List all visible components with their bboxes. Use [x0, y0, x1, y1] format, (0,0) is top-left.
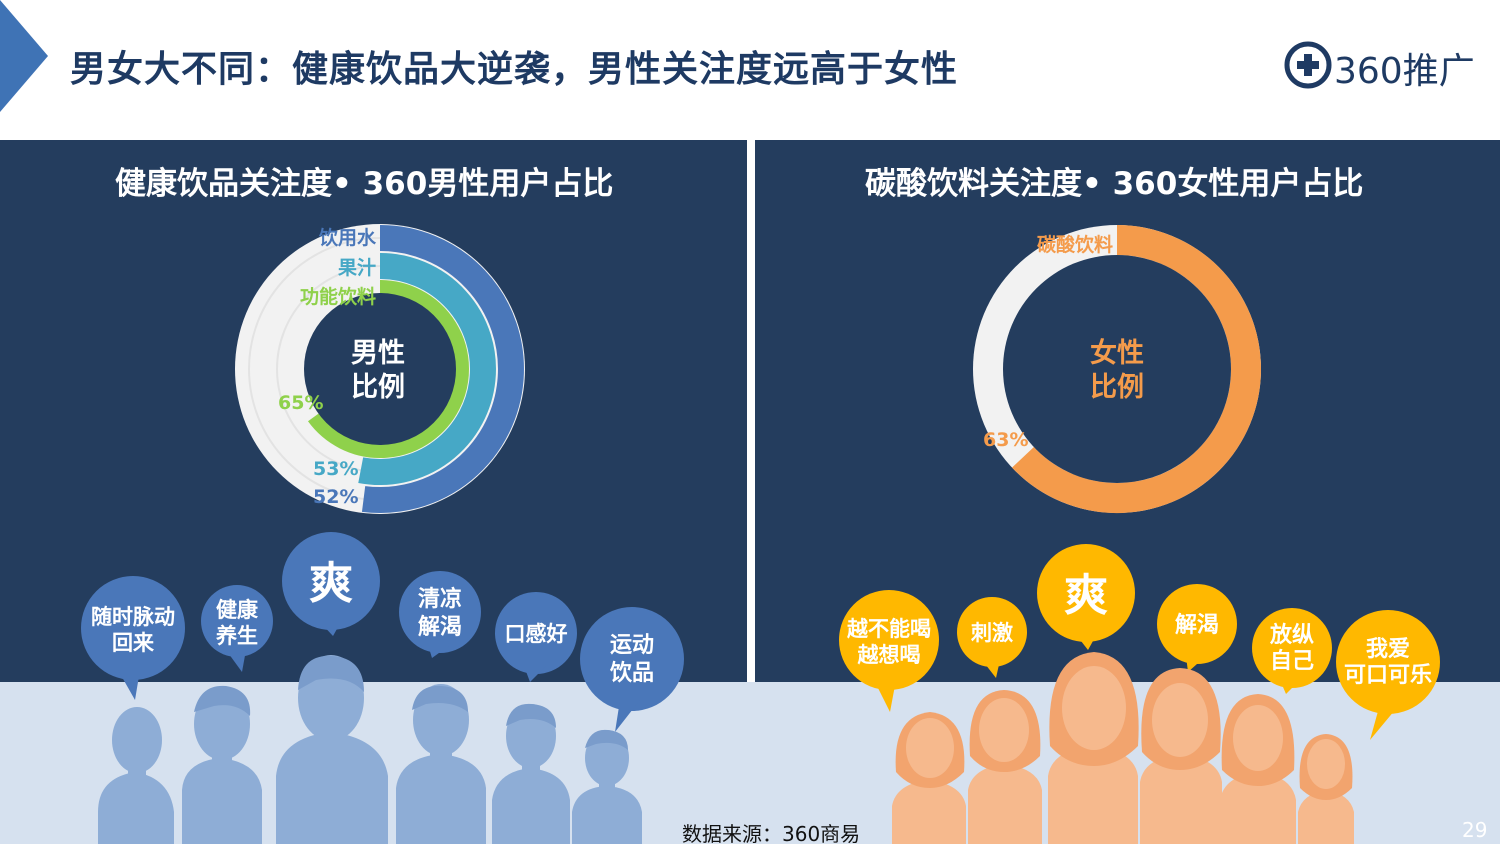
ring-value-energy-drink: 65%: [278, 392, 323, 414]
female-center-label-2: 比例: [1090, 372, 1144, 403]
bubble-4-line-2: 解渴: [418, 614, 462, 640]
bubble-7-line-1: 越不能喝: [846, 617, 931, 641]
bubble-9: [1037, 544, 1135, 650]
female-speech-bubbles: [839, 544, 1440, 740]
ring-value-drinking-water: 52%: [313, 486, 358, 508]
female-figure-1: [892, 712, 966, 844]
male-figures-illustration: [98, 655, 642, 844]
male-figure-1: [98, 707, 174, 844]
bubble-2-line-1: 健康: [216, 598, 259, 622]
female-panel-title: 碳酸饮料关注度• 360女性用户占比: [865, 166, 1364, 202]
bubble-1-line-2: 回来: [112, 631, 155, 655]
data-source-note: 数据来源：360商易: [682, 822, 861, 846]
ring-label-drinking-water: 饮用水: [318, 226, 377, 249]
bubble-10: [1157, 584, 1237, 672]
bubble-7: [839, 590, 939, 712]
female-figure-6: [1298, 734, 1354, 844]
ring-label-juice: 果汁: [337, 256, 376, 279]
male-figure-6: [572, 729, 642, 844]
bubble-9-text: 爽: [1064, 570, 1108, 621]
logo-plus-icon: [1284, 41, 1332, 89]
male-figure-4: [396, 684, 486, 844]
logo-text: 360推广: [1334, 51, 1475, 92]
bubble-6-line-2: 饮品: [609, 661, 654, 686]
bubble-12-line-2: 可口可乐: [1344, 663, 1432, 688]
bubble-10-text: 解渴: [1175, 612, 1219, 638]
male-figure-2: [182, 685, 262, 844]
bubble-8-text: 刺激: [971, 621, 1013, 645]
male-center-label-2: 比例: [351, 372, 405, 403]
header-arrow-decoration: [0, 0, 48, 112]
female-donut-chart: 女性 比例 碳酸饮料 63%: [973, 225, 1261, 513]
ring-juice: [358, 253, 496, 485]
bubble-7-line-2: 越想喝: [857, 643, 921, 667]
male-figure-5: [492, 703, 570, 844]
male-figure-3: [276, 655, 388, 844]
male-speech-bubbles: [81, 532, 684, 732]
female-center-label-1: 女性: [1090, 337, 1144, 369]
ring-value-juice: 53%: [313, 458, 358, 480]
bubble-11-line-1: 放纵: [1269, 622, 1314, 648]
female-figure-4: [1140, 668, 1222, 844]
female-figure-3: [1048, 652, 1139, 844]
bubble-11-line-2: 自己: [1270, 648, 1314, 674]
ring-carbonated: [1012, 225, 1261, 513]
page-number: 29: [1462, 818, 1488, 842]
bubble-2: [201, 585, 273, 672]
ring-value-carbonated: 63%: [983, 429, 1028, 451]
bubble-3-text: 爽: [309, 558, 353, 609]
bubble-3: [282, 532, 380, 636]
male-center-label-1: 男性: [351, 338, 405, 369]
ring-drinking-water: [361, 225, 524, 513]
bubble-1: [81, 576, 185, 700]
female-figure-2: [968, 690, 1042, 844]
bubble-1-line-1: 随时脉动: [91, 605, 175, 629]
bubble-6: [580, 607, 684, 732]
page-title: 男女大不同：健康饮品大逆袭，男性关注度远高于女性: [70, 49, 959, 90]
bubble-8: [957, 597, 1027, 678]
bubble-6-line-1: 运动: [610, 633, 654, 658]
bubble-5-text: 口感好: [505, 622, 568, 646]
bubble-11: [1252, 608, 1332, 694]
bubble-4: [399, 571, 481, 658]
bubble-2-line-2: 养生: [215, 624, 258, 648]
bubble-12-line-1: 我爱: [1366, 637, 1410, 662]
female-figures-illustration: [892, 652, 1354, 844]
bubble-12: [1336, 610, 1440, 740]
male-donut-chart: 男性 比例 饮用水 果汁 功能饮料 65% 53% 52%: [235, 224, 525, 514]
bubble-5: [495, 592, 577, 682]
male-panel-title: 健康饮品关注度• 360男性用户占比: [115, 166, 614, 202]
ring-label-energy-drink: 功能饮料: [300, 285, 376, 308]
bubble-4-line-1: 清凉: [418, 586, 462, 612]
ring-label-carbonated: 碳酸饮料: [1037, 233, 1113, 256]
female-figure-5: [1220, 694, 1296, 844]
